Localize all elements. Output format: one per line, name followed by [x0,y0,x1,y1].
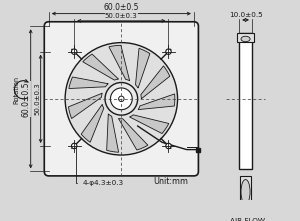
Text: 60.0±0.5: 60.0±0.5 [103,3,139,12]
Text: 50.0±0.3: 50.0±0.3 [105,13,138,19]
Circle shape [105,82,138,115]
Polygon shape [83,54,118,80]
Polygon shape [69,77,108,89]
Polygon shape [130,115,169,133]
Polygon shape [138,94,175,110]
Polygon shape [81,105,104,142]
Circle shape [65,43,178,155]
Ellipse shape [241,179,250,204]
Polygon shape [68,93,102,118]
Circle shape [166,143,171,149]
Bar [239,33,252,169]
Bar [240,176,251,208]
Polygon shape [118,119,148,150]
Polygon shape [109,45,130,81]
Text: 50.0±0.3: 50.0±0.3 [34,82,40,115]
Polygon shape [136,48,150,88]
Circle shape [71,49,77,54]
Circle shape [71,143,77,149]
Text: 60.0±0.5: 60.0±0.5 [22,81,31,116]
Circle shape [110,88,132,110]
Polygon shape [141,66,170,99]
Circle shape [166,49,171,54]
Text: Rotation: Rotation [13,76,19,104]
Ellipse shape [241,36,250,42]
Text: AIR FLOW: AIR FLOW [230,218,265,221]
Text: 10.0±0.5: 10.0±0.5 [229,12,262,18]
Text: 4-φ4.3±0.3: 4-φ4.3±0.3 [76,147,124,187]
Circle shape [118,96,124,101]
Polygon shape [240,208,251,215]
Text: Unit:mm: Unit:mm [154,177,189,186]
Polygon shape [107,114,118,152]
FancyBboxPatch shape [44,22,198,176]
Bar [237,33,254,42]
